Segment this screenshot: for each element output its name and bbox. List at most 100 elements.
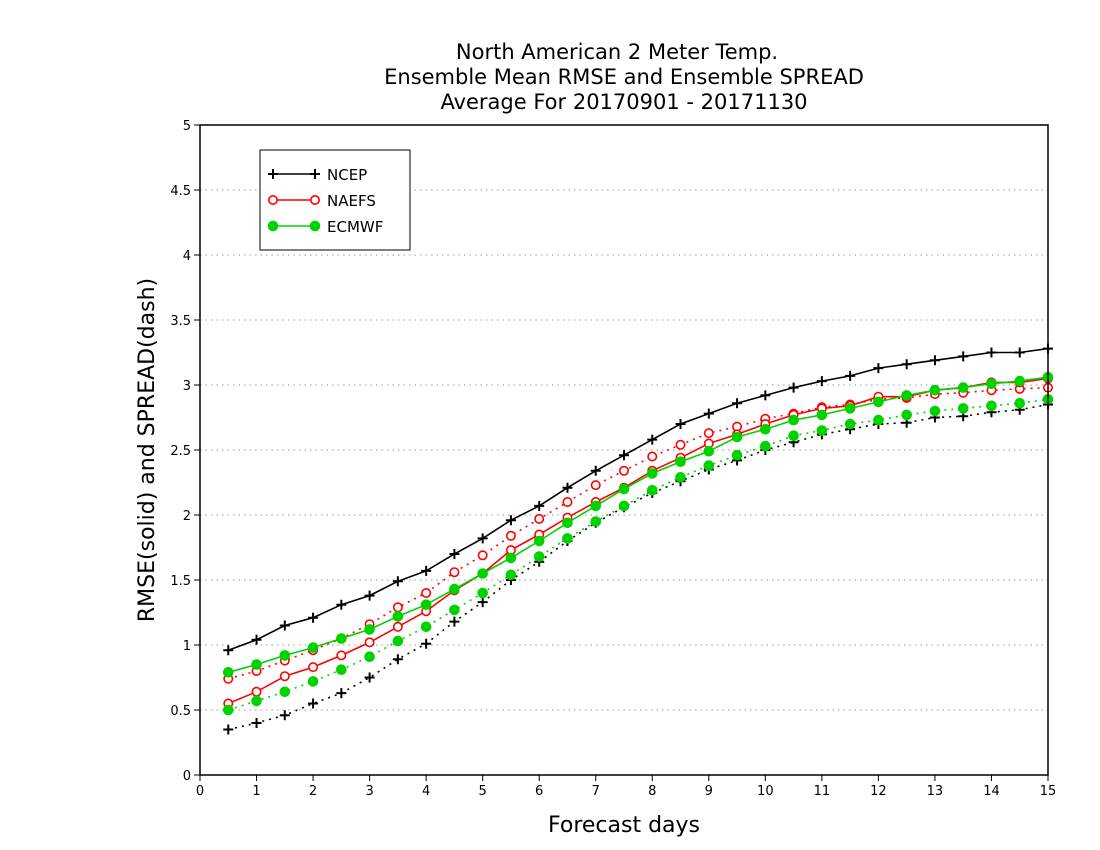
- x-tick-label: 3: [365, 784, 373, 799]
- spread-point: [562, 533, 573, 544]
- spread-point: [788, 430, 799, 442]
- legend-item-ecmwf: ECMWF: [267, 218, 383, 236]
- legend-marker: [267, 220, 279, 232]
- x-tick-label: 14: [983, 784, 1000, 799]
- rmse-point: [251, 659, 262, 670]
- y-tick-label: 4: [183, 249, 191, 264]
- y-tick-label: 3: [183, 379, 191, 394]
- rmse-point: [449, 549, 460, 559]
- rmse-point: [986, 347, 997, 358]
- legend-marker: [267, 195, 278, 206]
- spread-point: [1014, 397, 1026, 409]
- rmse-point: [986, 378, 997, 390]
- rmse-point: [1014, 375, 1026, 387]
- rmse-point: [929, 384, 941, 396]
- spread-point: [646, 485, 658, 496]
- chart-title: North American 2 Meter Temp. Ensemble Me…: [384, 40, 864, 114]
- spread-point: [307, 676, 319, 687]
- rmse-point: [505, 515, 516, 526]
- rmse-point: [845, 370, 856, 381]
- spread-point: [223, 724, 234, 735]
- rmse-point: [562, 482, 573, 493]
- y-tick-label: 5: [183, 119, 191, 134]
- rmse-point: [731, 431, 743, 443]
- rmse-point: [279, 671, 290, 682]
- spread-line-ecmwf: [228, 398, 1049, 711]
- y-tick-label: 4.5: [170, 184, 191, 199]
- rmse-point: [392, 611, 404, 622]
- legend-label: NCEP: [327, 166, 367, 184]
- y-tick-label: 1: [183, 639, 191, 654]
- rmse-point: [308, 612, 319, 623]
- spread-point: [675, 439, 686, 450]
- legend-marker: [268, 169, 278, 179]
- rmse-point: [675, 456, 686, 468]
- spread-point: [308, 698, 319, 709]
- spread-point: [534, 513, 545, 524]
- series-ncep: [223, 343, 1053, 735]
- rmse-point: [703, 408, 714, 419]
- spread-point: [449, 616, 460, 627]
- spread-point: [336, 664, 347, 676]
- rmse-point: [336, 633, 347, 644]
- spread-point: [873, 414, 884, 426]
- spread-line-ncep: [228, 403, 1049, 731]
- rmse-point: [449, 583, 460, 595]
- x-tick-label: 12: [870, 784, 887, 799]
- x-tick-label: 8: [648, 784, 656, 799]
- x-axis-ticks: 0 1 2 3 4 5 6 7 8 9 10 11 12 13 14 15: [196, 775, 1056, 799]
- spread-point: [505, 530, 516, 541]
- legend-item-ncep: NCEP: [268, 166, 367, 184]
- rmse-point: [844, 403, 856, 414]
- spread-point: [279, 710, 290, 721]
- rmse-point: [901, 359, 912, 370]
- x-axis-label: Forecast days: [548, 813, 700, 838]
- rmse-point: [562, 517, 573, 529]
- legend-label: NAEFS: [327, 192, 376, 210]
- rmse-point: [505, 552, 517, 564]
- y-tick-label: 2: [183, 509, 191, 524]
- spread-point: [392, 654, 403, 665]
- spread-point: [703, 460, 715, 471]
- spread-point: [844, 418, 856, 430]
- rmse-point: [590, 465, 601, 476]
- spread-point: [618, 465, 629, 476]
- rmse-point: [901, 390, 912, 401]
- rmse-point: [647, 434, 658, 445]
- rmse-point: [760, 423, 771, 435]
- y-axis-label: RMSE(solid) and SPREAD(dash): [135, 278, 160, 622]
- rmse-point: [675, 419, 686, 429]
- rmse-point: [420, 599, 432, 611]
- spread-point: [647, 451, 658, 462]
- rmse-point: [279, 650, 291, 661]
- spread-point: [449, 567, 460, 578]
- spread-point: [251, 695, 262, 707]
- x-tick-label: 4: [422, 784, 430, 799]
- x-tick-label: 15: [1040, 784, 1057, 799]
- spread-point: [364, 672, 375, 683]
- y-tick-label: 3.5: [170, 314, 191, 329]
- rmse-point: [816, 376, 827, 387]
- rmse-point: [816, 409, 828, 421]
- series-group: [222, 343, 1054, 735]
- spread-point: [816, 425, 828, 436]
- x-tick-label: 6: [535, 784, 543, 799]
- rmse-point: [364, 637, 375, 648]
- spread-point: [477, 597, 488, 608]
- rmse-point: [873, 396, 884, 408]
- spread-point: [760, 440, 771, 452]
- rmse-point: [364, 624, 375, 635]
- rmse-point: [957, 382, 969, 393]
- x-tick-label: 0: [196, 784, 204, 799]
- y-tick-label: 0.5: [170, 704, 191, 719]
- rmse-point: [364, 590, 375, 601]
- rmse-point: [308, 662, 319, 673]
- rmse-point: [732, 398, 743, 409]
- spread-point: [929, 405, 941, 417]
- rmse-point: [477, 568, 488, 579]
- y-tick-label: 2.5: [170, 444, 191, 459]
- x-tick-label: 11: [814, 784, 831, 799]
- spread-point: [675, 472, 686, 483]
- spread-point: [279, 686, 291, 698]
- rmse-point: [392, 621, 403, 632]
